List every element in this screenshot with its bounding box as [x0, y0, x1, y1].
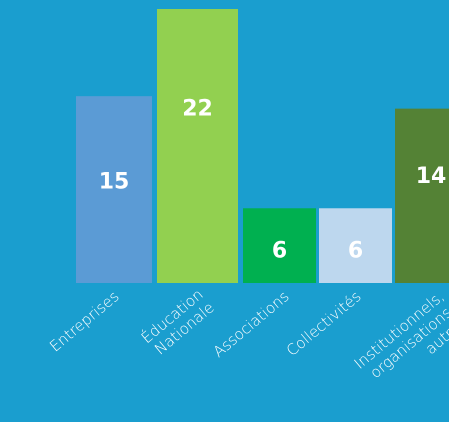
- bar-2: [243, 208, 316, 283]
- bar-value-label-1: 22: [182, 97, 213, 122]
- category-label-line: Entreprises: [46, 287, 122, 355]
- bar-value-label-0: 15: [99, 169, 130, 194]
- bar-4: [395, 108, 449, 284]
- category-label-3: Collectivités: [283, 287, 365, 360]
- bars-group: [76, 9, 449, 284]
- category-label-4: Institutionnels,organisations,autres: [351, 287, 449, 399]
- bar-1: [157, 9, 238, 283]
- bar-value-label-2: 6: [272, 238, 287, 263]
- category-label-line: Associations: [210, 287, 293, 361]
- bar-0: [76, 96, 152, 283]
- category-label-0: Entreprises: [46, 287, 122, 355]
- category-label-line: Collectivités: [283, 287, 365, 360]
- category-labels-group: Entreprises ÉducationNationaleAssociation…: [46, 285, 449, 399]
- value-labels-group: 15 22 6 6 14: [99, 97, 447, 264]
- category-label-1: ÉducationNationale: [137, 285, 218, 361]
- bar-value-label-4: 14: [416, 164, 447, 189]
- category-label-2: Associations: [210, 287, 293, 361]
- bar-value-label-3: 6: [348, 238, 363, 263]
- bar-3: [319, 208, 392, 283]
